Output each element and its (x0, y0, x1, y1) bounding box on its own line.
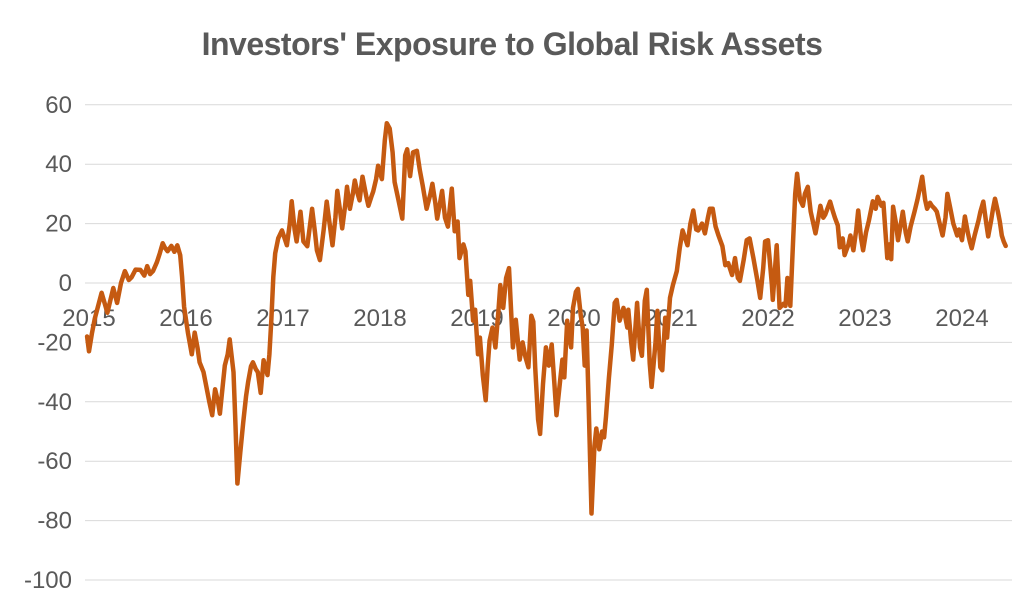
y-axis-label: -80 (37, 508, 72, 535)
y-axis-label: -20 (37, 329, 72, 356)
y-axis-label: 40 (45, 151, 72, 178)
x-axis-label: 2017 (256, 305, 309, 332)
y-axis-label: -60 (37, 448, 72, 475)
y-axis-label: 20 (45, 211, 72, 238)
series-line (84, 120, 1008, 516)
x-axis-label: 2022 (741, 305, 794, 332)
x-axis-label: 2024 (935, 305, 988, 332)
y-axis-label: -40 (37, 389, 72, 416)
x-axis-label: 2023 (838, 305, 891, 332)
x-axis-label: 2018 (353, 305, 406, 332)
y-axis-label: -100 (24, 567, 72, 594)
y-axis-label: 60 (45, 92, 72, 119)
chart-title: Investors' Exposure to Global Risk Asset… (201, 26, 823, 62)
y-axis-label: 0 (59, 270, 72, 297)
